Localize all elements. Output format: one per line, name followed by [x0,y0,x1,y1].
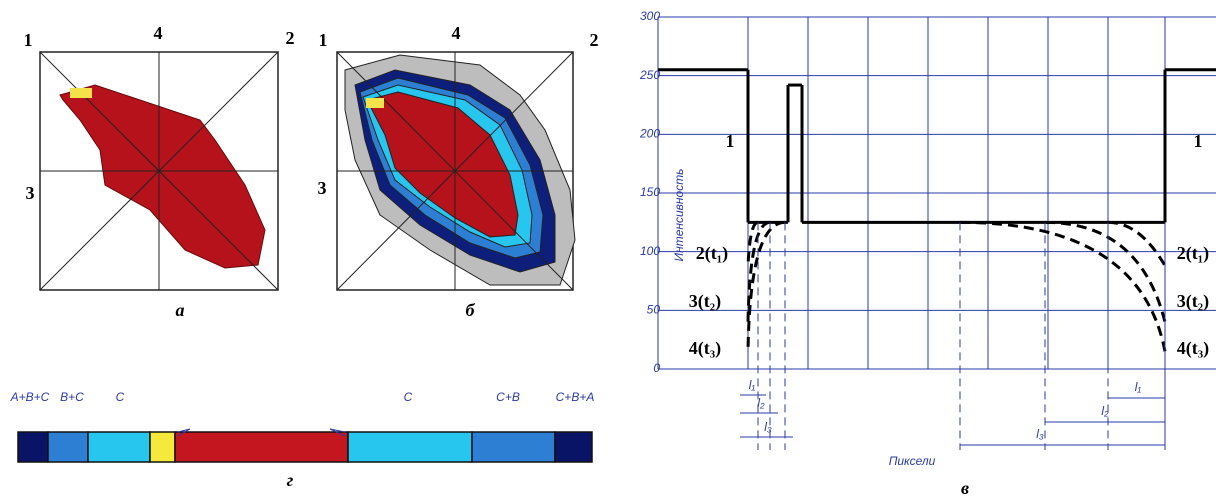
arrow [177,428,191,437]
y-tick-label: 250 [639,68,660,82]
segment-label: C+B [496,390,520,404]
corner-label: 4 [154,23,163,43]
x-axis-label: Пиксели [889,454,936,468]
corner-label: 4 [452,23,461,43]
segment-label: C+B+A [556,390,595,404]
dimension-label: l₁ [749,378,756,392]
segment-label: B+C [60,390,84,404]
decay-curve [959,220,1167,352]
y-tick-label: 100 [640,244,660,258]
decay-curve [746,220,771,323]
y-tick-label: 0 [653,361,660,375]
dimension-label: l₃ [764,420,772,434]
curve-label: 1 [1194,131,1203,151]
decay-curve [1044,220,1167,323]
curve-label: 2(t₁) [1177,243,1209,264]
decay-curve [746,220,786,352]
caption: г [287,470,294,490]
curve-label: 4(t₃) [689,338,721,359]
y-axis-label: Интенсивность [672,169,686,262]
caption: а [176,300,185,320]
corner-label: 1 [24,30,33,50]
segment-label: C [404,390,413,404]
panel-b [336,51,576,291]
dimension-label: l₁ [1135,380,1142,394]
dimension-label: l₂ [1101,404,1109,418]
chart: 0 50 100 150 200 250 300 Интенсивность Пиксели в 1… [639,9,1216,497]
segment-label: A+B+C [10,390,50,404]
corner-label: 3 [26,183,35,203]
corner-label: 2 [286,28,295,48]
dimension-label: l₂ [757,396,765,410]
curve-label: 2(t₁) [696,243,728,264]
y-tick-label: 200 [639,127,660,141]
panel-g [17,431,593,463]
y-tick-label: 300 [640,9,660,23]
dimension-label: l₃ [1036,427,1044,441]
segment-label: C [116,390,125,404]
y-tick-label: 150 [640,185,660,199]
caption: в [961,478,969,497]
arrow [329,428,346,437]
curve-label: 3(t₂) [1177,291,1209,312]
y-tick-label: 50 [647,303,661,317]
decay-curve [1107,220,1167,267]
corner-label: 1 [319,30,328,50]
curve-label: 3(t₂) [689,291,721,312]
corner-label: 3 [318,178,327,198]
decay-curve [746,220,759,266]
corner-label: 2 [590,30,599,50]
curve-label: 4(t₃) [1177,338,1209,359]
curve-label: 1 [726,131,735,151]
panel-a [39,51,279,291]
caption: б [466,300,476,320]
